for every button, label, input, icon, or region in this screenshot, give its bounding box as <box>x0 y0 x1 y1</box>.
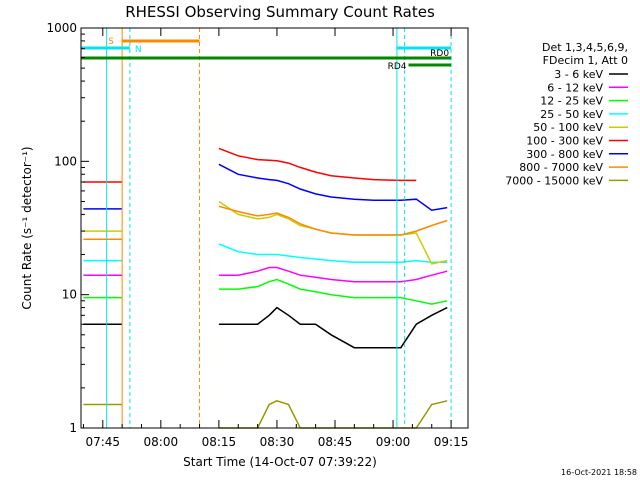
y-tick-label-0: 1 <box>69 421 77 435</box>
y-axis-label: Count Rate (s⁻¹ detector⁻¹) <box>20 146 34 309</box>
y-tick-label-1: 10 <box>62 288 77 302</box>
series-line-0 <box>83 306 448 349</box>
x-tick-label-3: 08:30 <box>260 435 295 449</box>
legend-label-1: 6 - 12 keV <box>547 81 603 94</box>
series-group <box>83 147 448 429</box>
chart-title: RHESSI Observing Summary Count Rates <box>125 3 435 21</box>
legend-label-5: 100 - 300 keV <box>526 135 603 148</box>
flag-label-5: RD4 <box>388 62 407 72</box>
series-line-5 <box>83 147 417 183</box>
x-tick-label-0: 07:45 <box>85 435 120 449</box>
legend-label-0: 3 - 6 keV <box>554 68 603 81</box>
x-tick-label-1: 08:00 <box>144 435 179 449</box>
y-tick-label-3: 1000 <box>46 21 77 35</box>
legend-header-line-1: Det 1,3,4,5,6,9, <box>542 41 628 54</box>
legend-label-6: 300 - 800 keV <box>526 148 603 161</box>
flag-label-0: S <box>108 37 114 47</box>
marker-group <box>106 28 452 428</box>
legend: Det 1,3,4,5,6,9, FDecim 1, Att 0 3 - 6 k… <box>505 41 628 187</box>
axis-group: 1 10 100 1000 07:45 08:00 08:15 08:30 08:45 09:00… <box>46 21 468 449</box>
x-tick-label-5: 09:00 <box>376 435 411 449</box>
flag-label-1: N <box>135 45 142 55</box>
legend-label-3: 25 - 50 keV <box>540 108 603 121</box>
x-tick-label-2: 08:15 <box>202 435 237 449</box>
timestamp: 16-Oct-2021 18:58 <box>561 468 637 477</box>
y-tick-label-2: 100 <box>54 154 77 168</box>
series-line-6 <box>83 163 448 211</box>
series-line-3 <box>83 243 448 264</box>
legend-label-2: 12 - 25 keV <box>540 95 603 108</box>
flag-bar-group: S N RD0 RD4 <box>81 37 452 72</box>
series-line-1 <box>83 266 448 283</box>
plot-frame <box>80 27 469 429</box>
legend-label-7: 800 - 7000 keV <box>519 161 603 174</box>
x-tick-label-4: 08:45 <box>318 435 353 449</box>
flag-label-4: RD0 <box>430 49 449 59</box>
x-tick-label-6: 09:15 <box>434 435 469 449</box>
legend-label-8: 7000 - 15000 keV <box>505 174 603 187</box>
series-line-2 <box>83 278 448 305</box>
series-line-7 <box>83 205 448 241</box>
x-axis-label: Start Time (14-Oct-07 07:39:22) <box>183 455 377 469</box>
legend-label-4: 50 - 100 keV <box>533 121 603 134</box>
legend-header-line-2: FDecim 1, Att 0 <box>543 54 628 67</box>
